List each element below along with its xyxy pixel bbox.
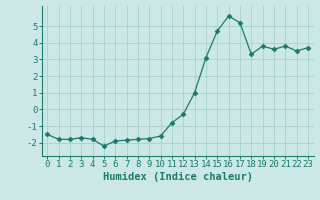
X-axis label: Humidex (Indice chaleur): Humidex (Indice chaleur) [103,172,252,182]
